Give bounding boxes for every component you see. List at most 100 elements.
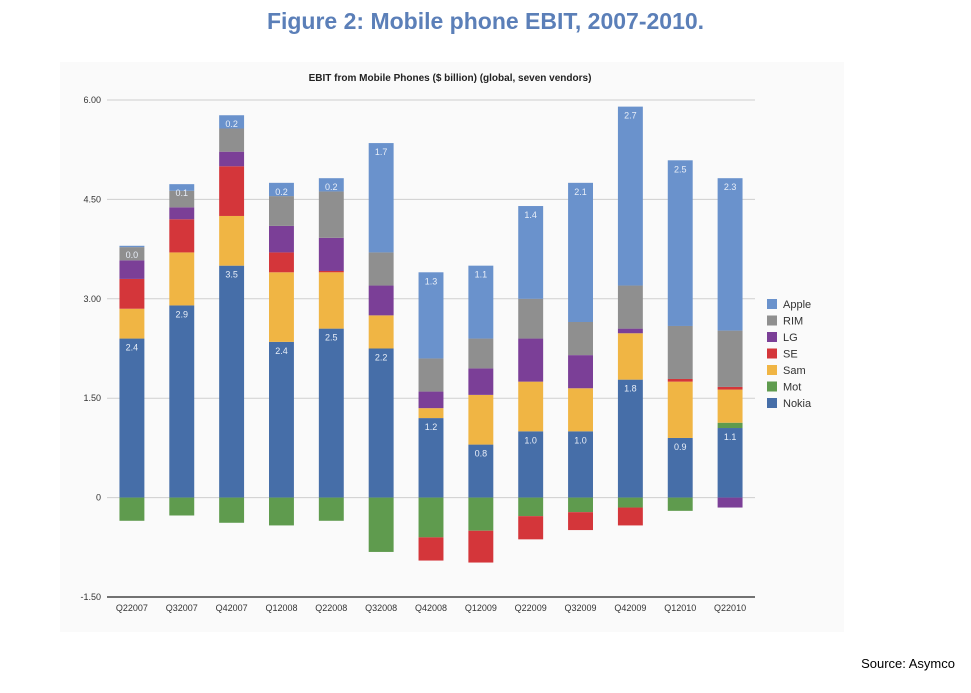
- bar-segment-sam: [468, 394, 494, 445]
- bar-segment-apple: [318, 178, 344, 192]
- legend-label-lg: LG: [783, 332, 798, 344]
- data-label-apple: 2.5: [674, 164, 687, 174]
- bar-segment-se: [169, 219, 195, 253]
- x-tick-label: Q22007: [116, 603, 148, 613]
- bar-segment-sam: [667, 381, 693, 438]
- data-label-nokia: 1.0: [574, 435, 587, 445]
- data-label-nokia: 2.5: [325, 333, 338, 343]
- bar-segment-sam: [368, 315, 394, 349]
- bar-segment-lg: [169, 207, 195, 220]
- bar-segment-sam: [717, 389, 743, 423]
- bar-segment-sam: [269, 272, 294, 342]
- bar-segment-nokia: [368, 348, 394, 498]
- data-label-apple: 1.3: [425, 276, 438, 286]
- legend-label-sam: Sam: [783, 365, 806, 377]
- bar-segment-sam: [219, 215, 245, 266]
- bar-segment-apple: [568, 182, 593, 322]
- data-label-nokia: 1.2: [425, 422, 438, 432]
- x-tick-label: Q22009: [515, 603, 547, 613]
- bar-segment-apple: [518, 206, 544, 299]
- data-label-nokia: 0.9: [674, 442, 687, 452]
- bar-segment-lg: [269, 225, 294, 253]
- bar-segment-rim: [518, 298, 544, 339]
- data-label-apple: 0.1: [176, 188, 189, 198]
- bar-segment-rim: [568, 321, 593, 356]
- bar-segment-mot: [568, 497, 593, 513]
- x-axis: Q22007 Q32007 Q42007 Q12008 Q22008 Q32008 Q420…: [116, 603, 746, 613]
- bar-segment-lg: [568, 355, 593, 389]
- bar-segment-rim: [617, 285, 643, 329]
- legend-label-se: SE: [783, 349, 798, 361]
- bar-segment-rim: [269, 196, 294, 226]
- bar-segment-mot: [169, 497, 195, 516]
- bar-segment-nokia: [667, 437, 693, 498]
- x-tick-label: Q42008: [415, 603, 447, 613]
- bar-segment-nokia: [318, 328, 344, 498]
- bar-segment-lg: [617, 328, 643, 334]
- data-label-nokia: 1.8: [624, 384, 637, 394]
- data-label-apple: 1.1: [475, 270, 488, 280]
- x-tick-label: Q12009: [465, 603, 497, 613]
- legend: Apple RIM LG SE Sam Mot Nokia: [767, 299, 812, 410]
- bar-segment-mot: [667, 497, 693, 511]
- bar-segment-se: [617, 507, 643, 526]
- y-tick-label: 3.00: [83, 294, 101, 304]
- bar-segment-se: [219, 166, 245, 216]
- bar-segment-se: [418, 537, 444, 561]
- bar-segment-rim: [318, 191, 344, 238]
- bar-segment-mot: [119, 497, 145, 521]
- bar-segment-mot: [368, 497, 394, 552]
- legend-swatch-apple: [767, 299, 777, 309]
- bar-segment-rim: [368, 252, 394, 286]
- y-tick-label: 1.50: [83, 393, 101, 403]
- bar-segment-se: [119, 278, 145, 309]
- data-label-apple: 0.2: [275, 187, 288, 197]
- bar-segment-apple: [667, 160, 693, 326]
- bar-segment-se: [468, 530, 494, 563]
- data-label-nokia: 0.8: [475, 449, 488, 459]
- x-tick-label: Q22010: [714, 603, 746, 613]
- figure-title: Figure 2: Mobile phone EBIT, 2007-2010.: [266, 8, 705, 34]
- data-label-apple: 0.0: [126, 250, 139, 260]
- bar-segment-nokia: [119, 338, 145, 498]
- bar-segment-apple: [418, 272, 444, 359]
- legend-label-rim: RIM: [783, 316, 803, 328]
- bar-segment-apple: [169, 184, 195, 191]
- x-tick-label: Q12008: [265, 603, 297, 613]
- x-tick-label: Q42007: [216, 603, 248, 613]
- bar-segment-apple: [368, 143, 394, 253]
- data-label-nokia: 2.4: [275, 346, 288, 356]
- y-tick-label: -1.50: [80, 592, 101, 602]
- bar-segment-apple: [219, 115, 245, 129]
- bar-segment-sam: [119, 308, 145, 339]
- bar-segment-sam: [318, 272, 344, 329]
- legend-swatch-nokia: [767, 398, 777, 408]
- data-label-apple: 0.2: [325, 182, 338, 192]
- bar-segment-nokia: [169, 305, 195, 498]
- bar-segment-se: [518, 516, 544, 540]
- bar-segment-rim: [418, 358, 444, 392]
- y-axis: -1.50 0 1.50 3.00 4.50 6.00: [80, 95, 101, 602]
- bar-segment-rim: [169, 190, 195, 208]
- bar-segment-mot: [617, 497, 643, 508]
- data-label-nokia: 1.0: [524, 435, 537, 445]
- chart-area: EBIT from Mobile Phones ($ billion) (glo…: [60, 62, 844, 632]
- source-note: Source: Asymco: [861, 656, 955, 671]
- chart-title: EBIT from Mobile Phones ($ billion) (glo…: [309, 73, 592, 84]
- bar-segment-mot: [318, 497, 344, 521]
- bar-segment-nokia: [568, 431, 593, 498]
- bar-segment-apple: [269, 182, 294, 197]
- bar-segment-nokia: [617, 379, 643, 498]
- legend-swatch-lg: [767, 332, 777, 342]
- data-label-apple: 2.1: [574, 187, 587, 197]
- bar-segment-sam: [617, 333, 643, 380]
- bar-segment-lg: [717, 497, 743, 508]
- bar-segment-nokia: [269, 341, 294, 498]
- bar-segment-rim: [468, 338, 494, 369]
- bar-segment-nokia: [219, 265, 245, 498]
- bar-segment-lg: [368, 285, 394, 316]
- y-tick-label: 0: [96, 493, 101, 503]
- x-tick-label: Q42009: [614, 603, 646, 613]
- x-tick-label: Q22008: [315, 603, 347, 613]
- legend-swatch-se: [767, 348, 777, 359]
